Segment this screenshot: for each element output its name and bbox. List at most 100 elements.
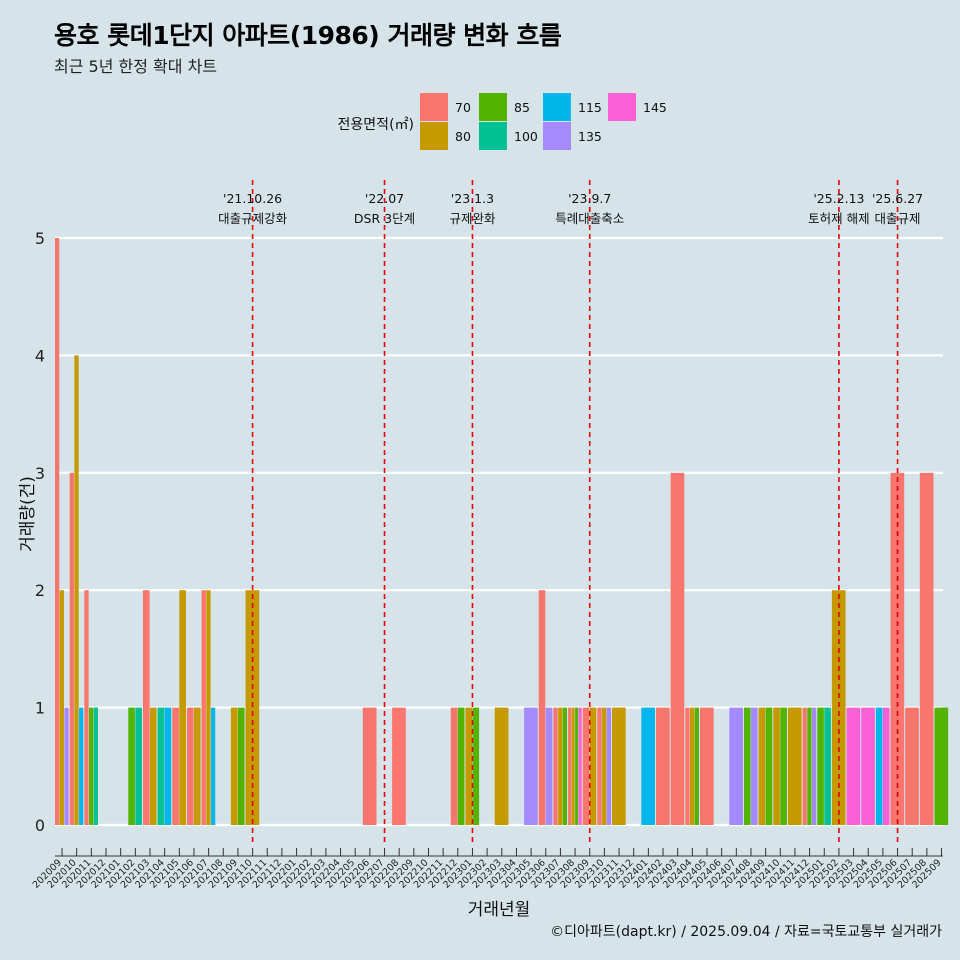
event-date: '23.1.3 bbox=[451, 191, 494, 206]
event-label: 특례대출축소 bbox=[555, 211, 624, 226]
bar-70-202206 bbox=[362, 707, 377, 825]
y-tick-label: 1 bbox=[35, 699, 45, 718]
bar-135-202407 bbox=[729, 707, 743, 825]
bar-100-202011 bbox=[93, 707, 98, 825]
event-date: '21.10.26 bbox=[223, 191, 282, 206]
bar-70-202011 bbox=[84, 590, 89, 825]
bar-115-202104 bbox=[164, 707, 172, 825]
bar-135-202310 bbox=[606, 707, 612, 825]
bar-115-202505 bbox=[875, 707, 883, 825]
bar-85-202501 bbox=[817, 707, 824, 825]
x-axis-title: 거래년월 bbox=[468, 900, 531, 920]
event-label: DSR 3단계 bbox=[354, 211, 415, 226]
bar-70-202507 bbox=[905, 707, 919, 825]
bar-70-202405 bbox=[699, 707, 714, 825]
bar-135-202306 bbox=[545, 707, 553, 825]
bar-80-202502 bbox=[831, 590, 846, 825]
bar-100-202102 bbox=[135, 707, 142, 825]
source-caption: ©디아파트(dapt.kr) / 2025.09.04 / 자료=국토교통부 실… bbox=[550, 924, 942, 940]
bar-85-202308 bbox=[575, 707, 579, 825]
bar-80-202106 bbox=[193, 707, 201, 825]
bar-135-202412 bbox=[811, 707, 817, 825]
event-label: 대출규제 bbox=[875, 211, 921, 226]
event-label: 토허제 해제 bbox=[808, 211, 869, 226]
legend-label-135: 135 bbox=[578, 129, 602, 144]
bar-80-202103 bbox=[149, 707, 157, 825]
legend-swatch-85 bbox=[479, 93, 507, 121]
bar-80-202303 bbox=[494, 707, 509, 825]
legend-swatch-80 bbox=[420, 122, 448, 150]
bar-135-202009 bbox=[64, 707, 69, 825]
bar-70-202402 bbox=[655, 707, 670, 825]
bar-80-202010 bbox=[74, 355, 79, 825]
bar-70-202508 bbox=[919, 472, 934, 825]
event-date: '25.6.27 bbox=[872, 191, 923, 206]
y-tick-label: 2 bbox=[35, 581, 45, 600]
bar-80-202105 bbox=[179, 590, 186, 825]
bar-85-202412 bbox=[807, 707, 812, 825]
bar-145-202308 bbox=[578, 707, 582, 825]
event-label: 대출규제강화 bbox=[218, 211, 288, 226]
bar-85-202102 bbox=[128, 707, 135, 825]
legend-label-100: 100 bbox=[514, 129, 538, 144]
bar-100-202104 bbox=[157, 707, 165, 825]
event-date: '22.07 bbox=[365, 191, 404, 206]
bar-145-202503 bbox=[846, 707, 861, 825]
legend-swatch-70 bbox=[420, 93, 448, 121]
bar-80-202308 bbox=[571, 707, 575, 825]
y-tick-label: 5 bbox=[35, 229, 45, 248]
legend-title: 전용면적(㎡) bbox=[338, 117, 414, 133]
bar-135-202305 bbox=[524, 707, 538, 825]
bar-85-202011 bbox=[89, 707, 94, 825]
y-axis-title: 거래량(건) bbox=[18, 476, 38, 552]
bar-85-202409 bbox=[765, 707, 773, 825]
bar-70-202412 bbox=[802, 707, 807, 825]
legend-label-80: 80 bbox=[455, 129, 471, 144]
bar-145-202504 bbox=[861, 707, 875, 825]
bar-115-202401 bbox=[641, 707, 656, 825]
y-tick-label: 3 bbox=[35, 464, 45, 483]
bar-70-202208 bbox=[392, 707, 406, 825]
legend-label-70: 70 bbox=[455, 100, 471, 115]
bar-70-202307 bbox=[553, 707, 558, 825]
bar-145-202505 bbox=[882, 707, 890, 825]
bar-70-202403 bbox=[670, 472, 685, 825]
event-label: 규제완화 bbox=[449, 211, 496, 226]
bar-80-202309 bbox=[589, 707, 597, 825]
bar-70-202103 bbox=[142, 590, 150, 825]
bar-85-202109 bbox=[237, 707, 245, 825]
legend-swatch-145 bbox=[608, 93, 636, 121]
bar-80-202009 bbox=[59, 590, 64, 825]
bar-70-202306 bbox=[538, 590, 546, 825]
bar-70-202105 bbox=[172, 707, 179, 825]
bar-80-202411 bbox=[787, 707, 802, 825]
bar-80-202409 bbox=[758, 707, 766, 825]
bar-70-202106 bbox=[186, 707, 194, 825]
bar-80-202110 bbox=[245, 590, 260, 825]
bar-70-202107 bbox=[201, 590, 206, 825]
bar-85-202212 bbox=[457, 707, 465, 825]
bar-135-202408 bbox=[750, 707, 758, 825]
bar-115-202107 bbox=[210, 707, 216, 825]
bar-80-202301 bbox=[465, 707, 473, 825]
event-date: '25.2.13 bbox=[813, 191, 864, 206]
legend-swatch-135 bbox=[543, 122, 571, 150]
bar-85-202301 bbox=[472, 707, 480, 825]
legend-swatch-115 bbox=[543, 93, 571, 121]
legend-label-115: 115 bbox=[578, 100, 602, 115]
bar-70-202009 bbox=[55, 238, 60, 825]
bar-70-202308 bbox=[568, 707, 572, 825]
event-date: '23.9.7 bbox=[568, 191, 611, 206]
bar-85-202404 bbox=[694, 707, 699, 825]
chart-title: 용호 롯데1단지 아파트(1986) 거래량 변화 흐름 bbox=[54, 21, 562, 50]
legend-label-85: 85 bbox=[514, 100, 530, 115]
y-tick-label: 0 bbox=[35, 816, 45, 835]
bar-80-202109 bbox=[230, 707, 238, 825]
bar-80-202307 bbox=[558, 707, 563, 825]
bar-70-202212 bbox=[450, 707, 458, 825]
bar-100-202501 bbox=[824, 707, 831, 825]
chart-subtitle: 최근 5년 한정 확대 차트 bbox=[54, 57, 218, 76]
bar-80-202107 bbox=[206, 590, 211, 825]
bar-85-202307 bbox=[562, 707, 568, 825]
